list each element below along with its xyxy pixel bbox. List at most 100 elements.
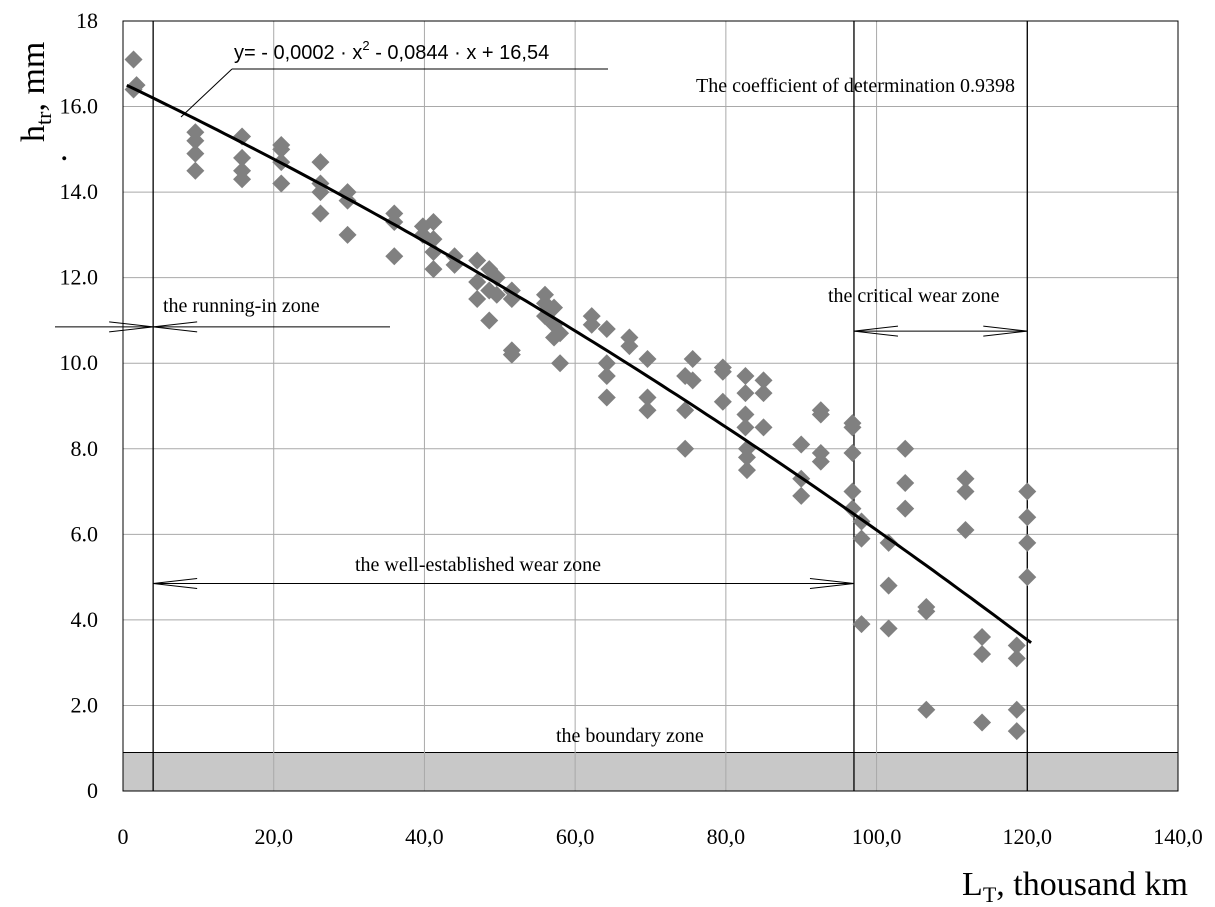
data-point <box>973 713 992 732</box>
data-point <box>385 247 404 266</box>
data-point <box>896 499 915 518</box>
critical-arrowhead-right <box>983 325 1028 337</box>
boundary-zone-band <box>123 752 1178 791</box>
data-point <box>233 170 252 189</box>
x-tick-label: 120,0 <box>1003 824 1053 849</box>
data-point <box>582 315 601 334</box>
data-point <box>551 354 570 373</box>
data-point <box>956 521 975 540</box>
data-point <box>311 204 330 223</box>
data-point <box>754 371 773 390</box>
data-point <box>551 324 570 343</box>
trendline-layer <box>126 83 1032 644</box>
data-point <box>620 337 639 356</box>
data-point <box>792 435 811 454</box>
data-point <box>424 213 443 232</box>
data-point <box>736 405 755 424</box>
data-point <box>852 615 871 634</box>
data-point <box>956 482 975 501</box>
x-axis-title: LT, thousand km <box>962 866 1188 907</box>
data-point <box>736 384 755 403</box>
data-point <box>879 533 898 552</box>
data-point <box>424 243 443 261</box>
r2-label: The coefficient of determination 0.9398 <box>696 75 1015 97</box>
data-point <box>811 405 830 424</box>
y-tick-label: 18 <box>76 8 98 33</box>
well-established-arrowhead-right <box>809 578 855 590</box>
data-point <box>468 290 487 309</box>
data-point <box>843 444 862 463</box>
data-point <box>879 576 898 595</box>
data-point <box>487 285 506 304</box>
data-point <box>1007 722 1026 741</box>
x-tick-label: 80,0 <box>707 824 746 849</box>
data-point <box>811 452 830 471</box>
data-point <box>1007 700 1026 719</box>
critical-wear-zone-label: the critical wear zone <box>828 285 1000 307</box>
data-point <box>676 439 695 458</box>
data-point <box>638 388 657 407</box>
y-tick-label: 16.0 <box>60 94 99 119</box>
y-axis-title: htr, mm <box>15 42 56 142</box>
x-tick-label: 0 <box>118 824 129 849</box>
data-point <box>597 320 616 338</box>
y-tick-label: 6.0 <box>71 521 99 546</box>
x-tick-label: 60,0 <box>556 824 595 849</box>
well-established-wear-zone-label: the well-established wear zone <box>355 554 601 576</box>
data-point <box>124 50 143 69</box>
critical-arrowhead-left <box>853 325 899 337</box>
data-point <box>272 174 291 193</box>
data-points-layer <box>124 50 1037 741</box>
data-point <box>713 362 732 381</box>
well-established-arrowhead-left <box>153 578 198 590</box>
trendline <box>126 83 1032 644</box>
data-point <box>1007 636 1026 655</box>
data-point <box>1018 508 1037 527</box>
y-tick-label: 14.0 <box>60 179 99 204</box>
data-point <box>683 371 702 390</box>
data-point <box>186 131 205 150</box>
data-point <box>311 153 330 172</box>
data-point <box>754 384 773 403</box>
data-point <box>186 144 205 163</box>
data-point <box>683 349 702 368</box>
x-tick-label: 100,0 <box>852 824 902 849</box>
data-point <box>956 469 975 488</box>
plot-frame <box>122 20 1179 792</box>
boundary-zone-layer <box>123 752 1178 791</box>
running-in-arrowhead-left <box>153 321 198 333</box>
data-point <box>896 474 915 492</box>
data-point <box>597 354 616 373</box>
boundary-zone-label: the boundary zone <box>556 725 704 747</box>
y-tick-label: 12.0 <box>60 265 99 290</box>
equation-leader-line <box>180 68 233 118</box>
data-point <box>792 486 811 505</box>
equation-label: y= - 0,0002 · x2 - 0,0844 · x + 16,54 <box>234 38 549 64</box>
data-point <box>843 499 862 518</box>
data-point <box>638 349 657 368</box>
data-point <box>713 392 732 411</box>
data-point <box>1018 533 1037 552</box>
data-point <box>1018 568 1037 587</box>
zone-lines-layer <box>55 21 1028 791</box>
data-point <box>272 140 291 159</box>
data-point <box>502 345 521 364</box>
data-point <box>843 482 862 501</box>
data-point <box>852 529 871 548</box>
y-tick-label: 2.0 <box>71 692 99 717</box>
data-point <box>186 161 205 180</box>
x-tick-label: 40,0 <box>405 824 444 849</box>
running-in-zone-label: the running-in zone <box>163 295 320 317</box>
data-point <box>233 148 252 167</box>
data-point <box>879 619 898 638</box>
data-point <box>843 418 862 437</box>
data-point <box>468 251 487 270</box>
data-point <box>737 448 756 467</box>
tick-labels-layer: 0 20,0 40,0 60,0 80,0 100,0 120,0 140,0 0 2.0 4.0 6… <box>60 8 1203 849</box>
data-point <box>736 367 755 386</box>
data-point <box>424 260 443 279</box>
data-point <box>676 401 695 420</box>
data-point <box>973 628 992 646</box>
data-point <box>896 439 915 458</box>
